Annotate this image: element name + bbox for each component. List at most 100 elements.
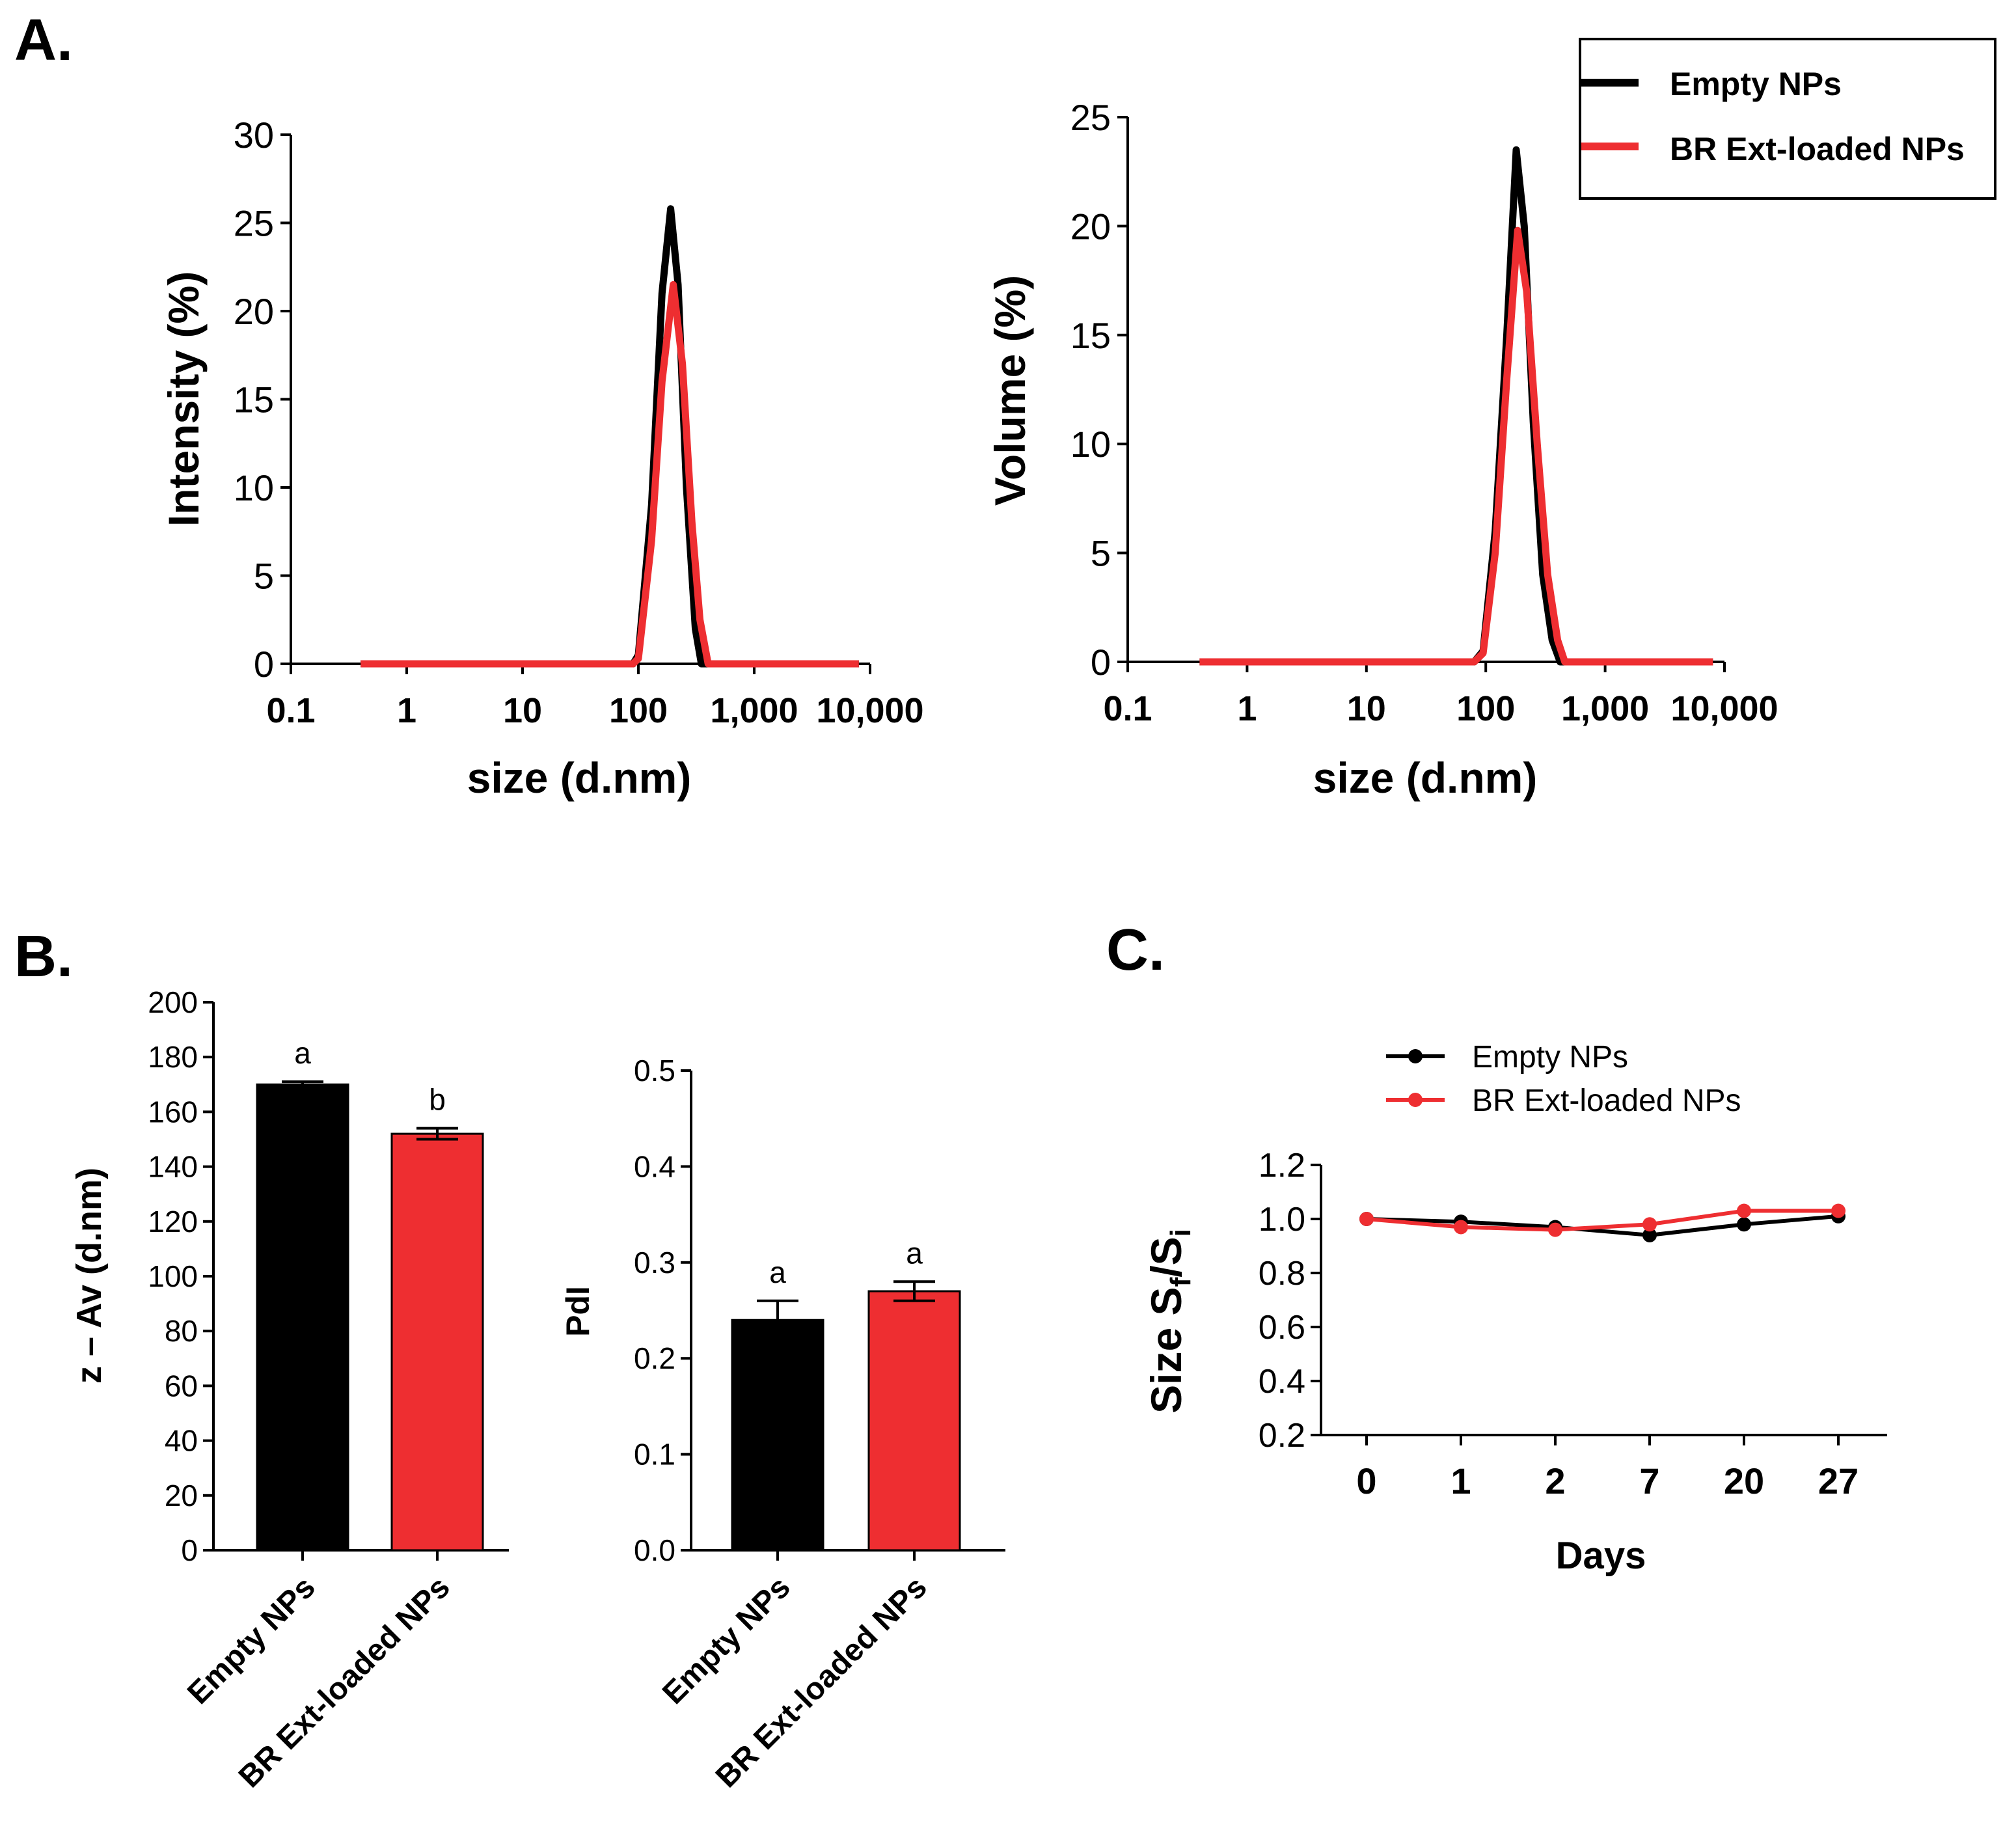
legend-a-box	[1579, 38, 1996, 200]
chart-intensity-x-tick-label: 10	[503, 691, 542, 730]
chart-stability-y-tick-label: 1.2	[1259, 1147, 1305, 1184]
chart-pdi-bar-loaded	[867, 1290, 961, 1552]
chart-stability-line-loaded	[1366, 1209, 1838, 1232]
chart-intensity-y-tick-label: 5	[254, 556, 274, 597]
chart-intensity-y-tick-label: 25	[234, 203, 274, 244]
chart-intensity-x-tick-label: 100	[609, 691, 668, 730]
intensity-chart: 0 5 10 15 20 25 30 0.1 1 10 100 1,000 10,000 size (d…	[159, 115, 924, 802]
chart-stability-x-tick-label: 1	[1451, 1460, 1471, 1501]
chart-zav-y-tick-label: 100	[148, 1259, 198, 1293]
chart-zav-y-tick-label: 180	[148, 1040, 198, 1074]
panel-label-b: B.	[14, 924, 73, 989]
chart-zav-y-tick-label: 60	[165, 1369, 198, 1402]
stability-y-axis-title: Size Sf/Si	[1142, 1229, 1197, 1414]
panel-label-c: C.	[1106, 918, 1165, 983]
chart-pdi-y-tick-label: 0.0	[634, 1533, 675, 1567]
chart-intensity-y-tick-label: 15	[234, 379, 274, 420]
volume-chart: 0 5 10 15 20 25 0.1 1 10 100 1,000 10,000 size (d.n…	[986, 97, 1778, 802]
chart-volume-x-tick-label: 10,000	[1670, 689, 1778, 728]
chart-stability-point-loaded	[1831, 1203, 1846, 1218]
chart-stability-point-loaded	[1359, 1212, 1374, 1226]
pdi-y-axis-title: PdI	[560, 1286, 596, 1337]
chart-volume-x-tick-label: 0.1	[1103, 689, 1152, 728]
legend-c-label-empty: Empty NPs	[1472, 1040, 1628, 1074]
chart-stability-y-tick-label: 0.6	[1259, 1309, 1305, 1347]
legend-a: Empty NPs BR Ext-loaded NPs	[1579, 38, 1996, 200]
stability-x-axis-title: Days	[1556, 1535, 1646, 1577]
chart-zav-y-tick-label: 20	[165, 1479, 198, 1512]
legend-c-marker-empty	[1408, 1049, 1423, 1063]
chart-volume-x-tick-label: 100	[1456, 689, 1515, 728]
chart-stability-point-empty	[1737, 1217, 1751, 1232]
chart-stability-point-loaded	[1642, 1217, 1657, 1232]
stability-chart: 0.20.40.60.81.01.20 1 2 7 20 27 Days Size Sf/…	[1142, 1147, 1887, 1577]
pdi-bars: aa	[731, 1236, 961, 1552]
intensity-x-axis-title: size (d.nm)	[467, 754, 692, 802]
chart-volume-x-tick-label: 1	[1237, 689, 1257, 728]
chart-zav-y-tick-label: 140	[148, 1150, 198, 1184]
chart-zav-bar-loaded	[390, 1132, 484, 1552]
chart-intensity-y-tick-label: 10	[234, 467, 274, 508]
stability-y-title-prefix: Size S	[1142, 1287, 1190, 1413]
chart-volume-y-tick-label: 10	[1070, 424, 1111, 465]
stability-y-title-sub-f: f	[1165, 1277, 1197, 1287]
chart-zav-significance-letter: b	[429, 1083, 446, 1117]
chart-volume-y-tick-label: 20	[1070, 206, 1111, 247]
chart-stability-x-tick-label: 2	[1545, 1460, 1565, 1501]
chart-volume-y-tick-label: 5	[1091, 533, 1111, 574]
chart-zav-y-tick-label: 40	[165, 1424, 198, 1458]
chart-zav-y-tick-label: 200	[148, 985, 198, 1019]
chart-stability-point-empty	[1642, 1227, 1657, 1242]
stability-y-title-mid: /S	[1142, 1237, 1190, 1277]
chart-intensity-x-tick-label: 1,000	[710, 691, 798, 730]
chart-volume-x-tick-label: 1,000	[1561, 689, 1649, 728]
chart-zav-y-tick-label: 0	[181, 1533, 198, 1567]
chart-pdi-bar-empty	[731, 1319, 824, 1552]
volume-y-axis-title: Volume (%)	[986, 275, 1034, 506]
chart-zav-y-tick-label: 120	[148, 1205, 198, 1238]
chart-pdi-y-tick-label: 0.3	[634, 1246, 675, 1279]
chart-intensity-x-tick-label: 1	[397, 691, 416, 730]
intensity-y-axis-title: Intensity (%)	[159, 271, 208, 527]
chart-stability-y-tick-label: 0.2	[1259, 1417, 1305, 1455]
chart-intensity-y-tick-label: 20	[234, 291, 274, 332]
chart-volume-y-tick-label: 0	[1091, 642, 1111, 683]
stability-axes: 0.20.40.60.81.01.20 1 2 7 20 27	[1259, 1147, 1887, 1501]
chart-zav-bar-empty	[256, 1083, 349, 1552]
intensity-series	[361, 205, 859, 668]
volume-x-axis-title: size (d.nm)	[1313, 754, 1538, 802]
chart-intensity-series-loaded	[361, 280, 859, 668]
chart-stability-point-loaded	[1548, 1222, 1562, 1237]
stability-series	[1359, 1203, 1846, 1242]
legend-c-label-loaded: BR Ext-loaded NPs	[1472, 1084, 1741, 1118]
chart-stability-x-tick-label: 27	[1818, 1460, 1859, 1501]
chart-zav-y-tick-label: 160	[148, 1095, 198, 1129]
chart-pdi-significance-letter: a	[769, 1255, 786, 1289]
chart-volume-x-tick-label: 10	[1347, 689, 1386, 728]
chart-stability-y-tick-label: 0.8	[1259, 1255, 1305, 1293]
chart-volume-series-loaded	[1199, 226, 1713, 666]
legend-c-marker-loaded	[1408, 1093, 1423, 1107]
chart-zav-significance-letter: a	[294, 1036, 311, 1070]
chart-pdi-y-tick-label: 0.2	[634, 1341, 675, 1375]
zav-y-axis-title: z – Av (d.nm)	[70, 1168, 109, 1384]
chart-volume-y-tick-label: 25	[1070, 97, 1111, 138]
chart-pdi-significance-letter: a	[906, 1236, 923, 1270]
chart-volume-y-tick-label: 15	[1070, 315, 1111, 356]
volume-axes: 0 5 10 15 20 25 0.1 1 10 100 1,000 10,000	[1070, 97, 1778, 728]
chart-stability-x-tick-label: 0	[1356, 1460, 1376, 1501]
volume-series	[1199, 146, 1713, 666]
zav-bars: ab	[256, 1036, 484, 1552]
chart-pdi-y-tick-label: 0.1	[634, 1438, 675, 1471]
chart-zav-y-tick-label: 80	[165, 1314, 198, 1348]
chart-pdi-y-tick-label: 0.5	[634, 1054, 675, 1088]
chart-intensity-y-tick-label: 30	[234, 115, 274, 156]
stability-y-title-sub-i: i	[1165, 1229, 1197, 1237]
legend-c: Empty NPs BR Ext-loaded NPs	[1386, 1040, 1741, 1118]
chart-stability-point-loaded	[1737, 1203, 1751, 1218]
chart-intensity-x-tick-label: 0.1	[266, 691, 315, 730]
chart-stability-line-empty	[1366, 1214, 1839, 1237]
chart-stability-y-tick-label: 1.0	[1259, 1201, 1305, 1238]
chart-stability-point-loaded	[1454, 1220, 1468, 1235]
chart-intensity-x-tick-label: 10,000	[816, 691, 923, 730]
